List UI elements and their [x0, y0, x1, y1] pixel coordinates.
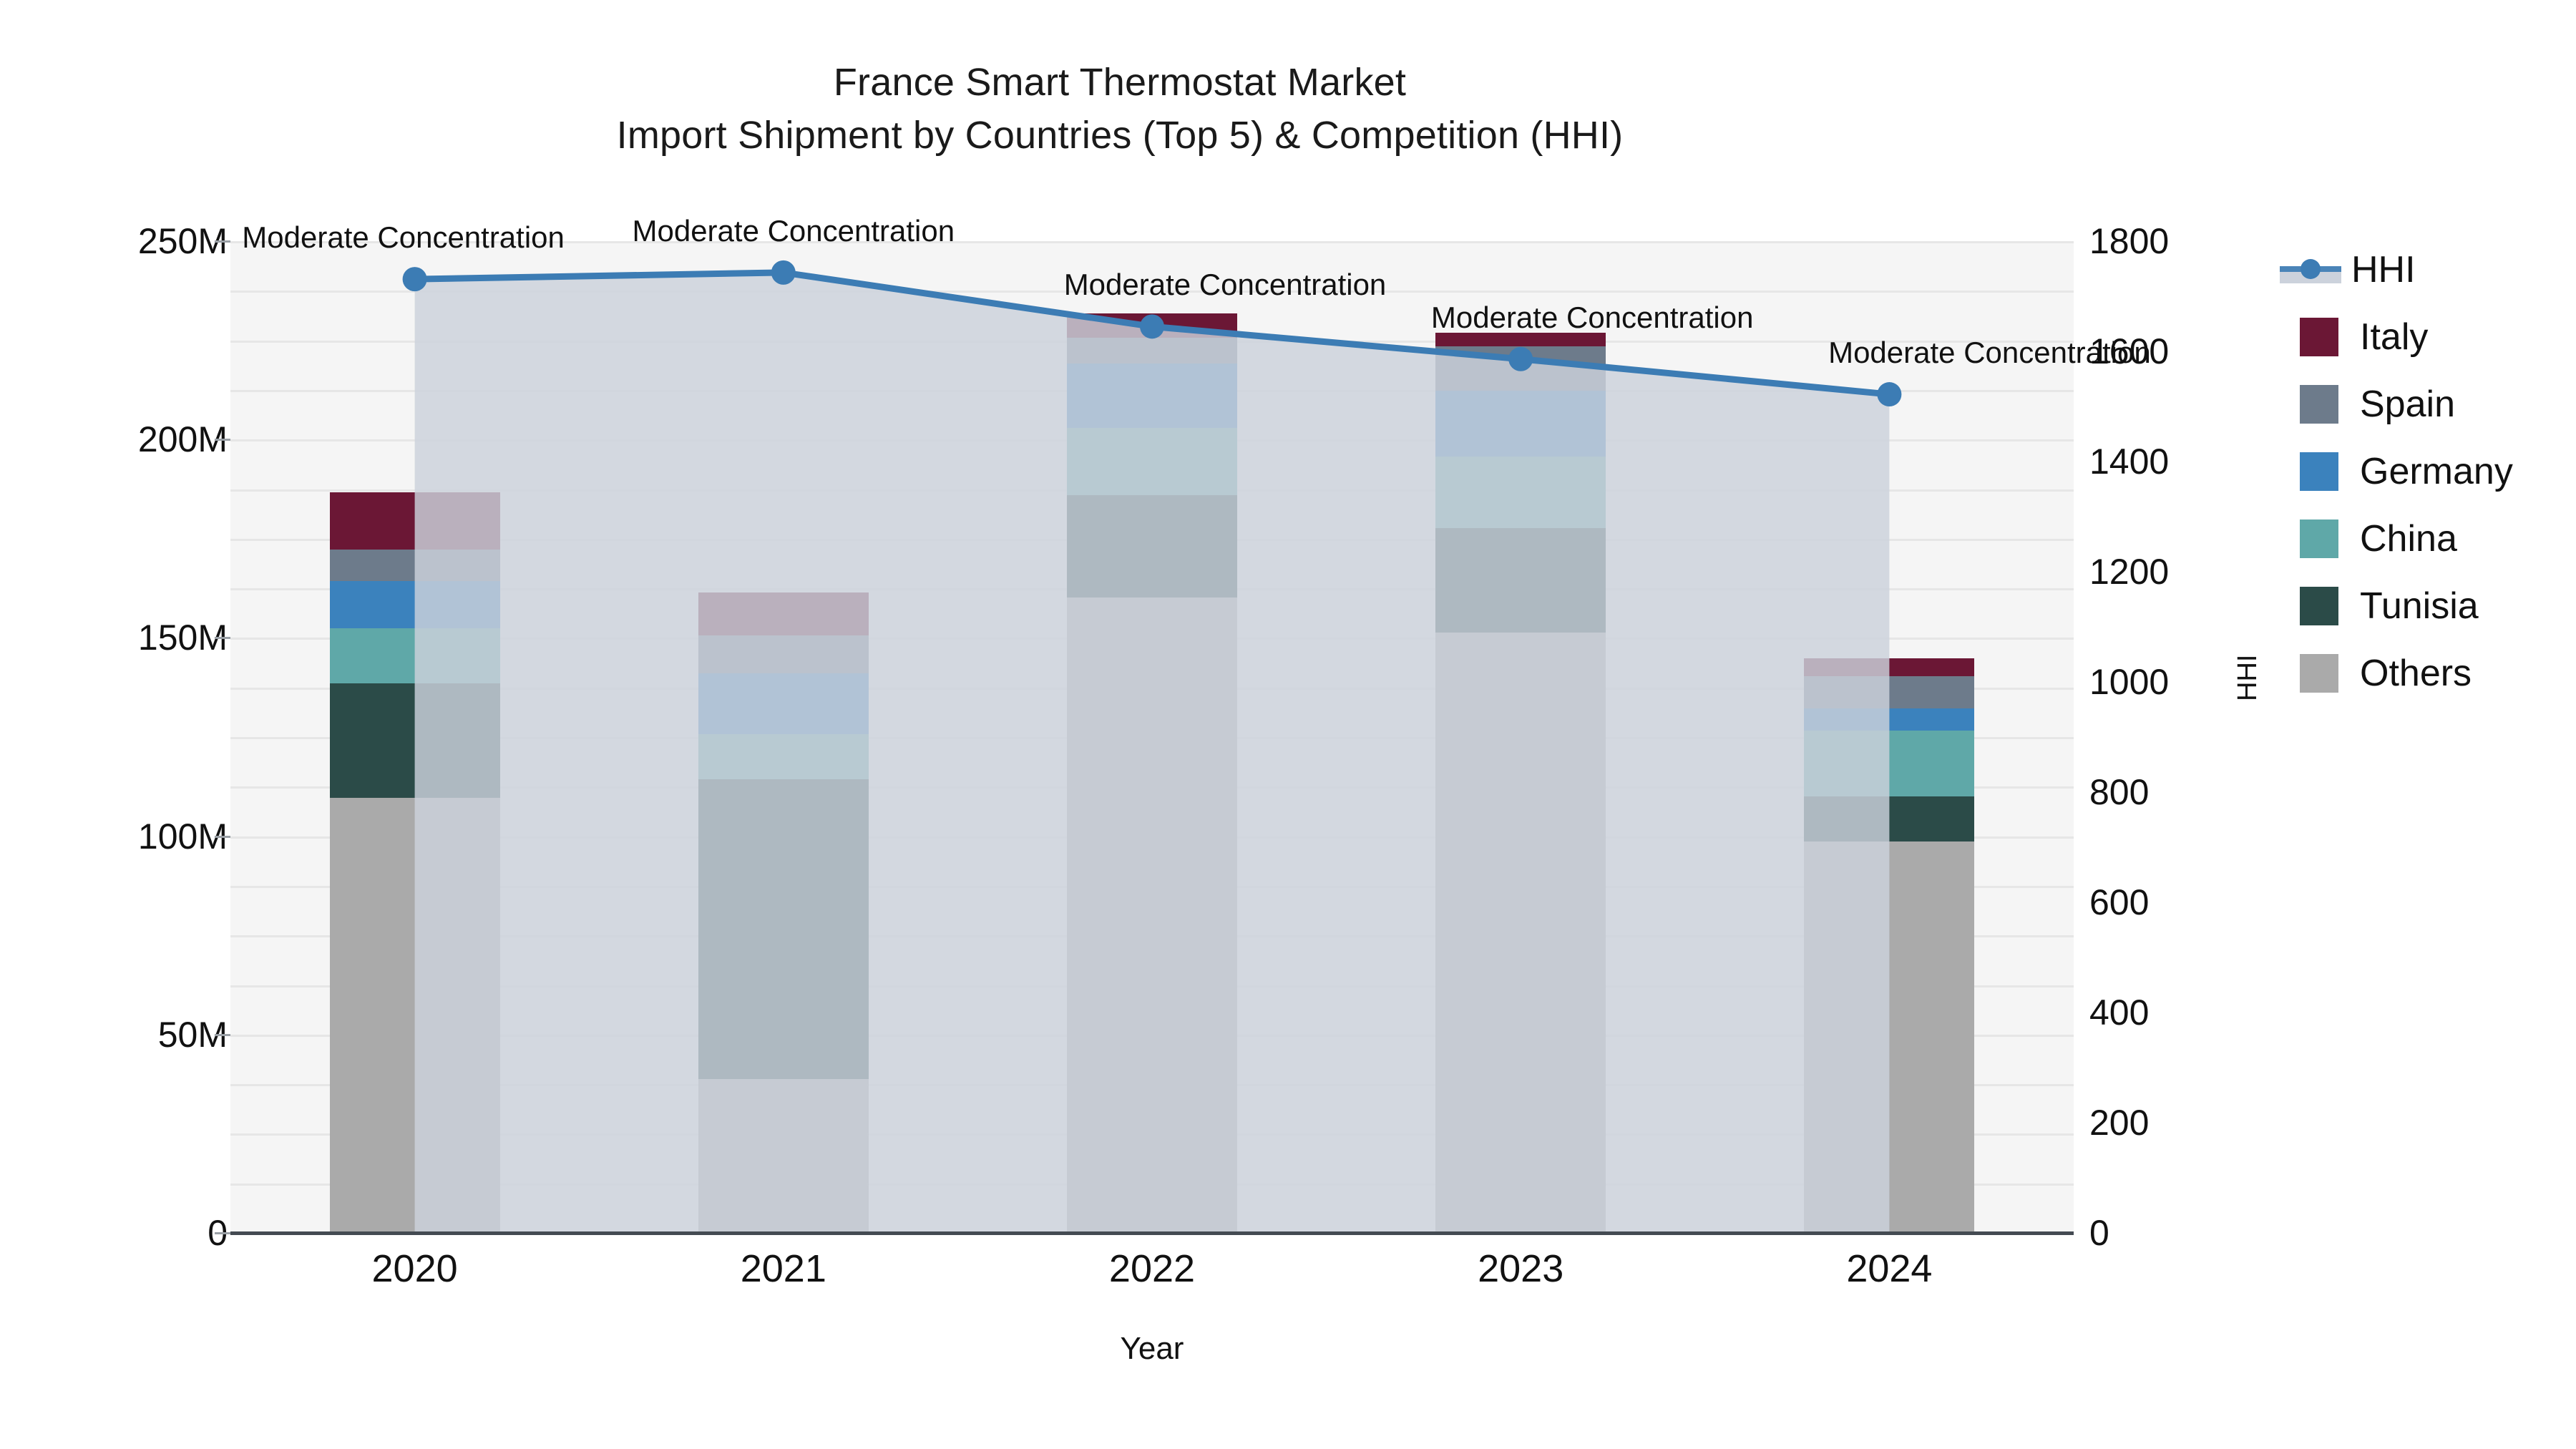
- legend-item-label: Tunisia: [2360, 585, 2479, 627]
- y-axis-right-tick: 400: [2089, 992, 2150, 1033]
- legend-color-swatch-icon: [2300, 452, 2338, 491]
- hhi-data-point[interactable]: [1508, 346, 1533, 371]
- legend-item-others[interactable]: Others: [2280, 640, 2566, 707]
- legend-item-germany[interactable]: Germany: [2280, 438, 2566, 505]
- chart-title-line-2: Import Shipment by Countries (Top 5) & C…: [616, 114, 1624, 157]
- legend-color-swatch-icon: [2300, 385, 2338, 424]
- legend-item-label: Italy: [2360, 316, 2429, 358]
- concentration-annotation: Moderate Concentration: [242, 220, 565, 255]
- legend-color-swatch-icon: [2300, 654, 2338, 693]
- y-axis-right-tick: 0: [2089, 1213, 2109, 1253]
- y-axis-right-tick: 1800: [2089, 221, 2170, 261]
- concentration-annotation: Moderate Concentration: [632, 213, 955, 248]
- y-axis-left-tick-mark: [215, 439, 230, 441]
- y-axis-right-tick: 1600: [2089, 331, 2170, 371]
- x-axis-tick: 2022: [1108, 1247, 1196, 1290]
- hhi-data-point[interactable]: [1877, 382, 1902, 407]
- concentration-annotation: Moderate Concentration: [1430, 300, 1754, 334]
- y-axis-left-tick-mark: [215, 240, 230, 243]
- hhi-data-point[interactable]: [402, 267, 427, 292]
- hhi-data-point[interactable]: [1140, 314, 1164, 339]
- y-axis-left-tick-mark: [215, 637, 230, 640]
- y-axis-left-tick-mark: [215, 1232, 230, 1234]
- x-axis-tick: 2020: [371, 1247, 458, 1290]
- legend-color-swatch-icon: [2300, 587, 2338, 625]
- x-axis-tick: 2024: [1846, 1247, 1933, 1290]
- legend-item-italy[interactable]: Italy: [2280, 303, 2566, 371]
- y-axis-right-tick: 800: [2089, 772, 2150, 812]
- legend-item-tunisia[interactable]: Tunisia: [2280, 572, 2566, 640]
- y-axis-right-tick: 1000: [2089, 662, 2170, 702]
- legend-color-swatch-icon: [2300, 318, 2338, 356]
- hhi-area-fill: [414, 272, 1890, 1233]
- y-axis-left-tick: 100M: [137, 816, 228, 857]
- chart-title-line-1: France Smart Thermostat Market: [833, 61, 1407, 104]
- legend-item-label: Germany: [2360, 451, 2513, 492]
- legend-line-key-icon: [2280, 250, 2341, 289]
- chart-title: France Smart Thermostat Market Import Sh…: [0, 56, 2240, 162]
- y-axis-right-tick: 1400: [2089, 441, 2170, 482]
- x-axis-tick: 2023: [1478, 1247, 1564, 1290]
- y-axis-left-tick: 150M: [137, 618, 228, 658]
- y-axis-right-tick: 200: [2089, 1103, 2150, 1143]
- y-axis-right-label: HHI: [2233, 654, 2263, 701]
- gridline: [230, 241, 2074, 243]
- y-axis-right-tick: 1200: [2089, 552, 2170, 592]
- hhi-line-series: [402, 260, 1902, 1233]
- hhi-data-point[interactable]: [771, 260, 796, 285]
- legend-item-label: Spain: [2360, 384, 2455, 425]
- y-axis-left-tick-mark: [215, 1033, 230, 1036]
- concentration-annotation: Moderate Concentration: [1828, 336, 2151, 370]
- y-axis-left-tick-mark: [215, 835, 230, 838]
- legend-item-china[interactable]: China: [2280, 505, 2566, 572]
- x-axis-tick: 2021: [740, 1247, 826, 1290]
- chart-legend: HHI Italy Spain Germany China Tunisia Others: [2280, 236, 2566, 707]
- y-axis-right-tick: 600: [2089, 882, 2150, 922]
- x-axis-line: [230, 1231, 2074, 1235]
- bar-segment-italy[interactable]: [1435, 333, 1606, 346]
- legend-color-swatch-icon: [2300, 519, 2338, 558]
- concentration-annotation: Moderate Concentration: [1063, 268, 1387, 302]
- legend-item-label: China: [2360, 518, 2457, 560]
- legend-item-label: Others: [2360, 653, 2472, 694]
- x-axis-label: Year: [1120, 1331, 1184, 1366]
- legend-item-label: HHI: [2351, 249, 2416, 291]
- y-axis-left-tick: 250M: [137, 221, 228, 261]
- y-axis-left-tick: 200M: [137, 419, 228, 460]
- legend-item-spain[interactable]: Spain: [2280, 371, 2566, 438]
- gridline: [230, 291, 2074, 293]
- legend-item-hhi[interactable]: HHI: [2280, 236, 2566, 303]
